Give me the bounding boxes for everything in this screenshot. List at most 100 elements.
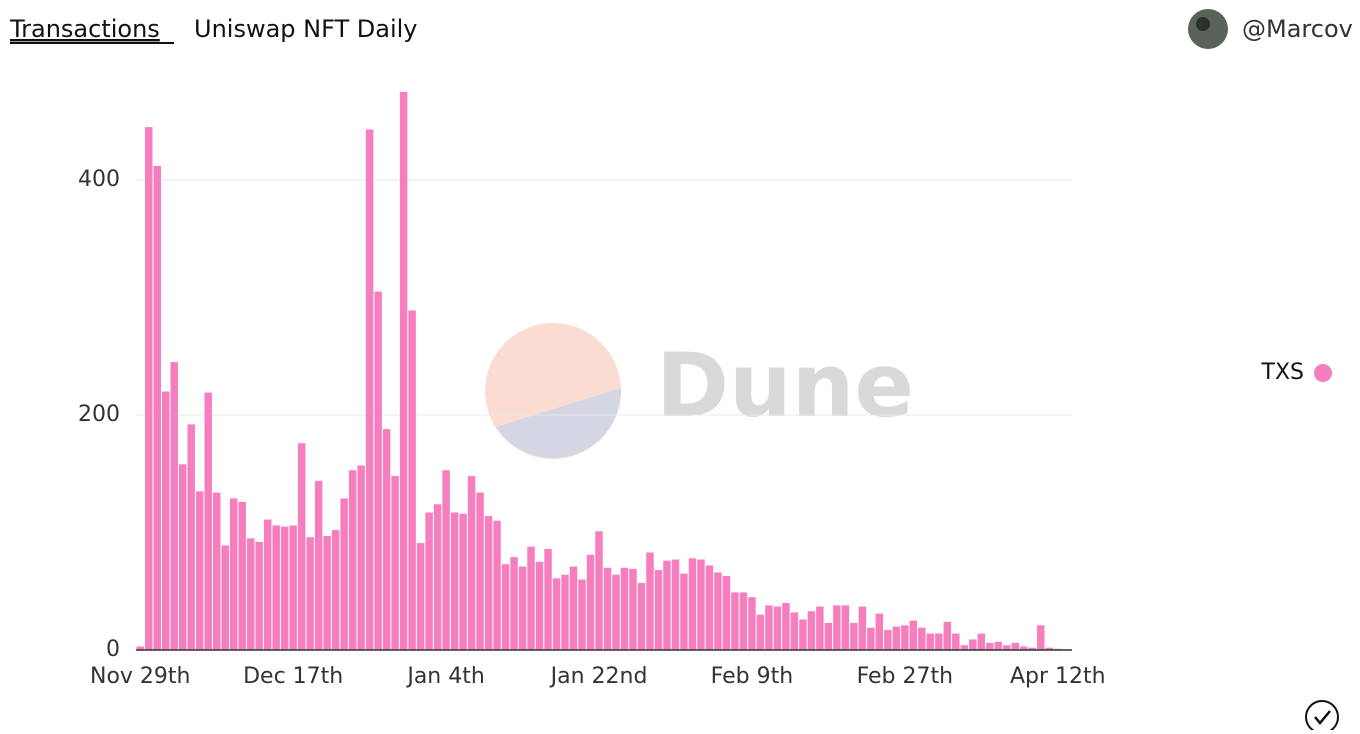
- dune-logo: Dune: [485, 323, 914, 459]
- bar: [680, 573, 688, 650]
- bar: [476, 492, 484, 650]
- bar: [705, 565, 714, 650]
- watermark: Dune: [656, 334, 914, 437]
- bar: [280, 526, 289, 650]
- bar: [952, 633, 960, 650]
- bar: [272, 525, 280, 650]
- bar: [824, 622, 833, 650]
- bar: [1011, 642, 1020, 650]
- bar: [365, 129, 374, 651]
- bar: [297, 443, 306, 650]
- bar: [255, 541, 263, 650]
- y-tick-label: 0: [106, 637, 120, 662]
- bar: [1045, 647, 1053, 650]
- bar: [986, 642, 994, 650]
- bar: [663, 560, 671, 650]
- bar: [374, 291, 382, 650]
- bar: [935, 633, 943, 650]
- bar: [178, 464, 187, 650]
- bar: [1003, 645, 1011, 650]
- bar: [289, 525, 297, 650]
- bar: [782, 603, 790, 650]
- bar: [153, 165, 161, 650]
- bar: [561, 574, 569, 650]
- x-tick-label: Jan 4th: [405, 664, 484, 689]
- bar: [527, 546, 535, 650]
- bar: [391, 476, 399, 650]
- bar: [484, 516, 493, 650]
- x-tick-label: Apr 12th: [1010, 664, 1106, 689]
- bar: [833, 605, 841, 650]
- bar: [714, 572, 722, 650]
- bar: [977, 633, 986, 650]
- bar: [467, 476, 476, 650]
- tab-link[interactable]: Transactions: [9, 15, 160, 43]
- x-tick-label: Feb 9th: [711, 664, 794, 689]
- y-tick-label: 400: [78, 167, 120, 192]
- bar: [629, 568, 637, 650]
- bar: [1028, 647, 1037, 650]
- x-tick-label: Dec 17th: [243, 664, 343, 689]
- bar: [408, 310, 416, 650]
- x-tick-label: Feb 27th: [857, 664, 954, 689]
- bar: [841, 605, 850, 650]
- bar: [246, 538, 255, 650]
- bar: [569, 566, 578, 650]
- bar: [221, 545, 229, 650]
- check-icon[interactable]: [1305, 700, 1339, 734]
- bar: [314, 480, 323, 650]
- bar: [994, 641, 1003, 650]
- bar: [646, 552, 654, 650]
- bar: [433, 504, 442, 650]
- bar: [501, 564, 510, 650]
- bar: [161, 391, 170, 650]
- bar: [510, 557, 518, 650]
- bar: [960, 645, 969, 650]
- bar: [892, 626, 901, 650]
- bar: [586, 554, 595, 650]
- y-tick-label: 200: [78, 402, 120, 427]
- bar: [773, 606, 782, 650]
- query-title: Uniswap NFT Daily: [194, 15, 418, 43]
- bar: [858, 606, 867, 650]
- bar: [544, 548, 552, 650]
- bar: [399, 91, 408, 650]
- bar: [1020, 646, 1028, 650]
- bar: [459, 513, 467, 650]
- bar: [671, 559, 680, 650]
- user-handle[interactable]: @Marcov: [1242, 15, 1353, 43]
- bar: [875, 613, 884, 650]
- bar: [620, 567, 629, 650]
- bar: [697, 559, 705, 650]
- bar: [578, 579, 586, 650]
- bar: [790, 612, 799, 650]
- bar: [867, 627, 875, 650]
- bar: [238, 501, 246, 650]
- avatar[interactable]: [1188, 9, 1228, 49]
- bar: [493, 520, 501, 650]
- bar: [518, 566, 527, 650]
- bar: [331, 530, 340, 650]
- bar: [357, 465, 365, 650]
- bar: [816, 606, 824, 650]
- avatar-detail: [1196, 17, 1210, 31]
- bar: [382, 429, 391, 650]
- bar: [926, 633, 935, 650]
- bar: [145, 127, 153, 650]
- bar: [552, 578, 561, 650]
- bar: [535, 561, 544, 650]
- bar: [850, 622, 858, 650]
- bar: [229, 498, 238, 650]
- bar: [722, 575, 731, 650]
- x-tick-label: Nov 29th: [90, 664, 191, 689]
- bar: [323, 536, 331, 650]
- bar: [756, 614, 765, 650]
- bar: [901, 625, 909, 650]
- logo-shadow: [496, 388, 622, 458]
- bar: [748, 597, 756, 650]
- bar: [637, 583, 646, 650]
- bar: [187, 424, 195, 650]
- bar: [612, 574, 620, 650]
- bar: [909, 620, 918, 650]
